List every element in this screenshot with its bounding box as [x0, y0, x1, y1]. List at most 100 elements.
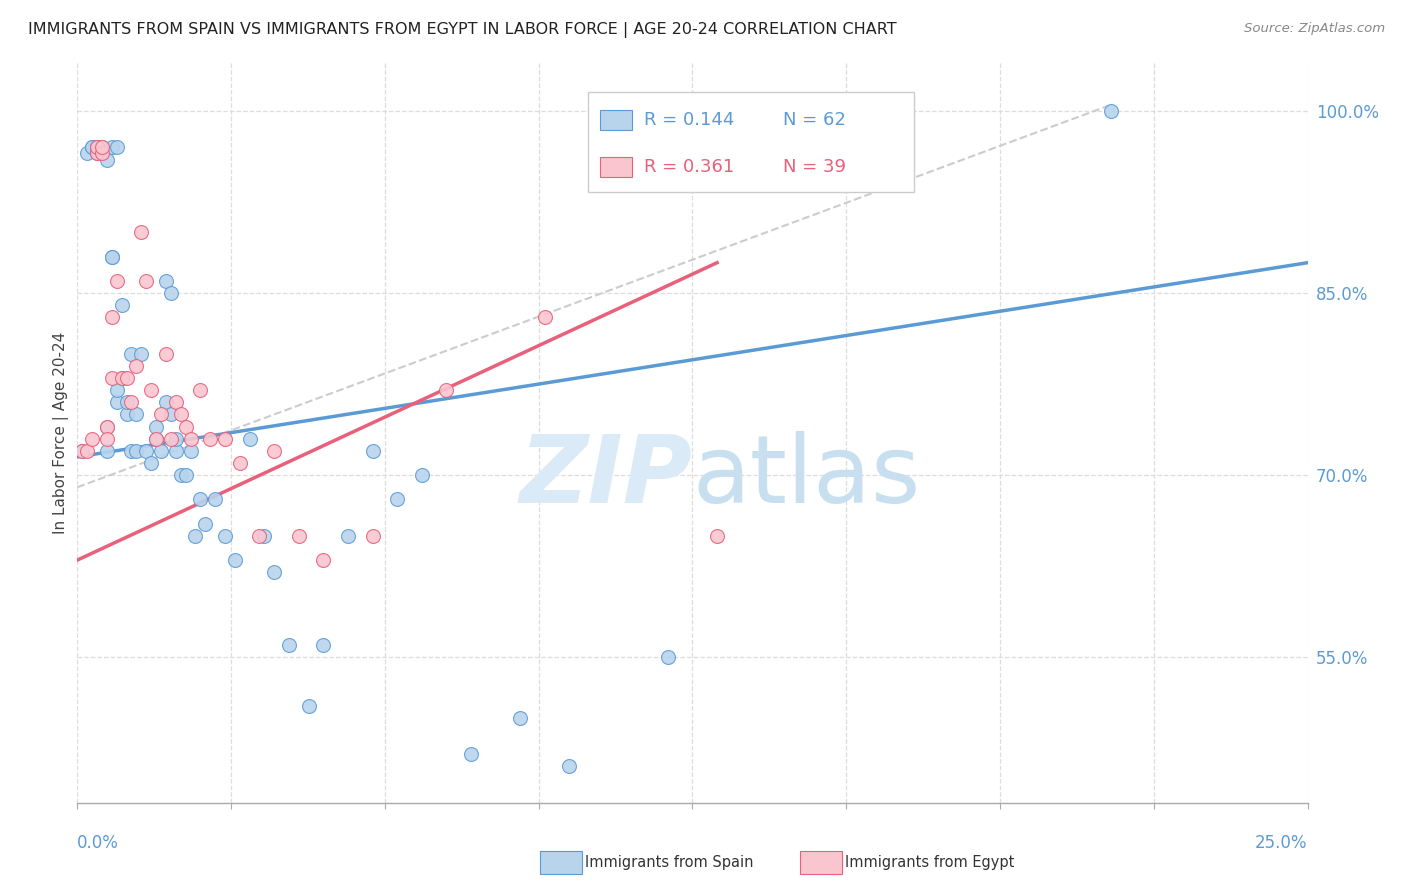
Point — [160, 286, 183, 301]
Point — [101, 250, 124, 264]
Point — [155, 395, 177, 409]
Point — [101, 250, 124, 264]
Point — [657, 650, 679, 665]
Point — [82, 140, 104, 154]
Point — [111, 371, 132, 385]
Point — [160, 432, 183, 446]
Point — [96, 419, 118, 434]
Point — [90, 140, 114, 154]
Point — [312, 553, 335, 567]
Point — [105, 274, 128, 288]
Point — [155, 347, 177, 361]
Point — [141, 383, 163, 397]
Point — [229, 456, 252, 470]
Point — [387, 492, 409, 507]
Point — [145, 419, 167, 434]
Point — [239, 432, 262, 446]
Point — [263, 565, 285, 579]
Point — [312, 638, 335, 652]
Point — [174, 419, 197, 434]
Point — [460, 747, 482, 762]
Point — [82, 140, 104, 154]
Point — [170, 408, 193, 422]
Text: 25.0%: 25.0% — [1256, 834, 1308, 852]
Point — [115, 408, 138, 422]
FancyBboxPatch shape — [600, 111, 633, 129]
Point — [125, 359, 148, 373]
Point — [121, 443, 143, 458]
Point — [96, 419, 118, 434]
FancyBboxPatch shape — [600, 157, 633, 177]
Point — [165, 443, 187, 458]
Text: Source: ZipAtlas.com: Source: ZipAtlas.com — [1244, 22, 1385, 36]
Point — [534, 310, 557, 325]
Text: Immigrants from Spain: Immigrants from Spain — [585, 855, 754, 870]
Point — [70, 443, 93, 458]
Point — [86, 146, 108, 161]
Point — [165, 432, 187, 446]
Point — [194, 516, 217, 531]
Point — [190, 492, 212, 507]
Point — [361, 529, 384, 543]
Text: IMMIGRANTS FROM SPAIN VS IMMIGRANTS FROM EGYPT IN LABOR FORCE | AGE 20-24 CORREL: IMMIGRANTS FROM SPAIN VS IMMIGRANTS FROM… — [28, 22, 897, 38]
Point — [76, 146, 98, 161]
Point — [278, 638, 301, 652]
Point — [96, 153, 118, 167]
Point — [180, 432, 202, 446]
Point — [411, 468, 433, 483]
Point — [86, 140, 108, 154]
Text: 0.0%: 0.0% — [77, 834, 120, 852]
Point — [706, 529, 728, 543]
Point — [125, 443, 148, 458]
Point — [90, 146, 114, 161]
Point — [253, 529, 276, 543]
Point — [82, 432, 104, 446]
Y-axis label: In Labor Force | Age 20-24: In Labor Force | Age 20-24 — [53, 332, 69, 533]
Point — [165, 395, 187, 409]
Point — [86, 140, 108, 154]
Point — [70, 443, 93, 458]
Point — [101, 371, 124, 385]
Text: N = 62: N = 62 — [783, 111, 846, 129]
Point — [214, 529, 236, 543]
Point — [184, 529, 207, 543]
Point — [174, 468, 197, 483]
Point — [105, 395, 128, 409]
Point — [298, 698, 321, 713]
Point — [135, 443, 157, 458]
Point — [131, 347, 153, 361]
Point — [509, 711, 531, 725]
Point — [111, 371, 132, 385]
Point — [200, 432, 222, 446]
Point — [263, 443, 285, 458]
Point — [170, 468, 193, 483]
Point — [121, 347, 143, 361]
Point — [121, 395, 143, 409]
Point — [135, 274, 157, 288]
Point — [105, 383, 128, 397]
Point — [141, 456, 163, 470]
Point — [101, 310, 124, 325]
Point — [204, 492, 226, 507]
Point — [160, 408, 183, 422]
Point — [96, 443, 118, 458]
Point — [86, 140, 108, 154]
Text: atlas: atlas — [693, 431, 921, 523]
Point — [111, 298, 132, 312]
Point — [1099, 103, 1122, 118]
Point — [361, 443, 384, 458]
Point — [155, 274, 177, 288]
Point — [105, 140, 128, 154]
Point — [150, 443, 173, 458]
Text: N = 39: N = 39 — [783, 158, 846, 176]
Point — [96, 432, 118, 446]
Point — [86, 146, 108, 161]
Point — [145, 432, 167, 446]
Point — [145, 432, 167, 446]
Point — [115, 395, 138, 409]
Point — [337, 529, 360, 543]
Point — [150, 408, 173, 422]
FancyBboxPatch shape — [588, 92, 914, 192]
Text: R = 0.361: R = 0.361 — [644, 158, 735, 176]
Text: Immigrants from Egypt: Immigrants from Egypt — [845, 855, 1014, 870]
